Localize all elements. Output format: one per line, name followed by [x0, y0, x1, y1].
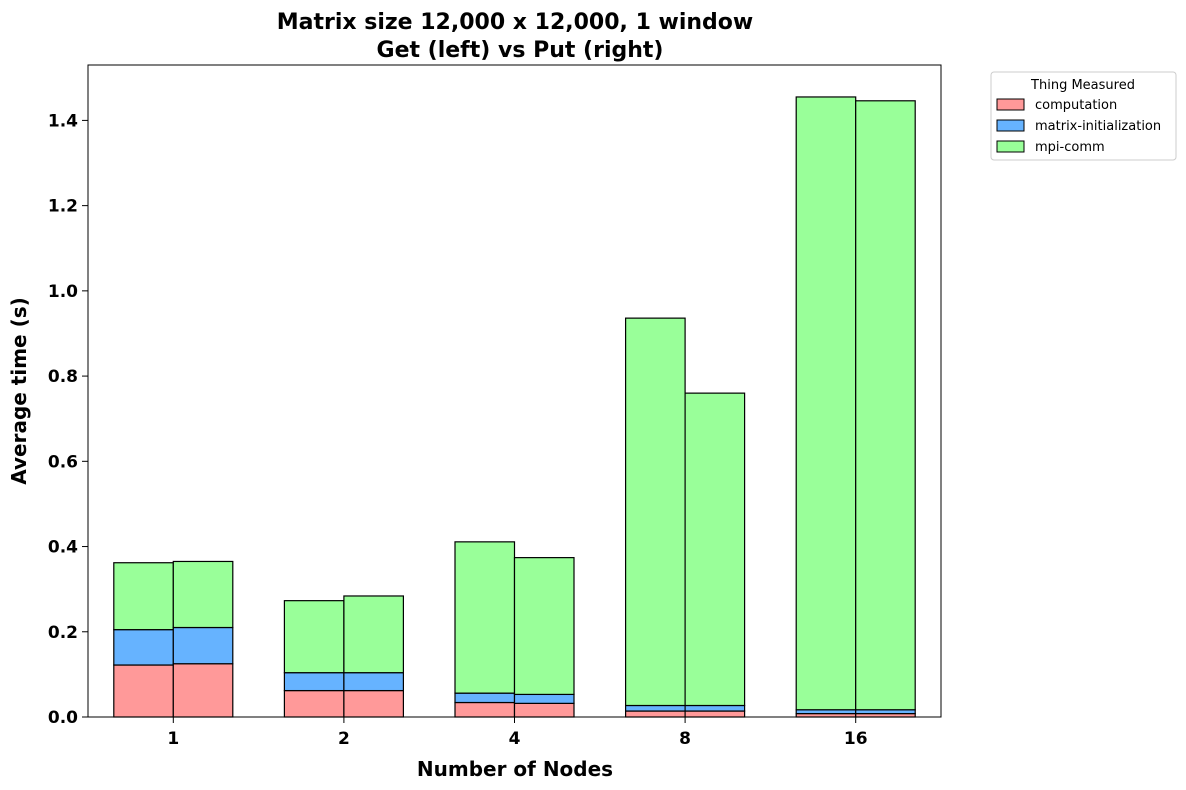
y-tick-label: 0.4 — [48, 538, 78, 558]
bar-segment-get-matrix-initialization-8 — [624, 704, 686, 712]
x-tick-label: 4 — [509, 729, 521, 749]
bar-segment-get-mpi-comm-2 — [283, 600, 345, 674]
bar-segment-get-mpi-comm-8 — [624, 317, 686, 707]
y-tick-label: 0.8 — [48, 367, 78, 387]
bar-segment-put-mpi-comm-1 — [172, 560, 234, 629]
legend-swatch-mpi-comm — [996, 140, 1025, 153]
bar-segment-get-matrix-initialization-4 — [454, 692, 516, 704]
plot-area: 0.0 0.2 0.4 0.6 0.8 1.0 1.2 1.4 1 2 4 8 16 — [48, 64, 942, 749]
bar-segment-put-mpi-comm-8 — [684, 392, 746, 707]
legend-label-mpi-comm: mpi-comm — [1035, 140, 1105, 155]
bar-segment-put-matrix-initialization-8 — [684, 704, 746, 712]
bar-segment-put-mpi-comm-4 — [513, 557, 575, 696]
x-axis-label: Number of Nodes — [417, 757, 613, 781]
bar-segment-get-computation-8 — [624, 710, 686, 718]
y-axis-label: Average time (s) — [7, 297, 31, 485]
x-tick-label: 8 — [679, 729, 691, 749]
bar-segment-get-matrix-initialization-2 — [283, 672, 345, 692]
y-tick-label: 1.0 — [48, 282, 78, 302]
legend: Thing Measured computation matrix-initial… — [990, 71, 1177, 161]
bar-segment-get-computation-2 — [283, 689, 345, 718]
bar-segment-get-computation-4 — [454, 701, 516, 718]
bar-segment-put-computation-2 — [343, 689, 404, 718]
legend-label-computation: computation — [1035, 98, 1117, 113]
bar-segment-put-matrix-initialization-4 — [513, 693, 575, 704]
y-tick-label: 0.0 — [48, 708, 78, 728]
bar-segment-put-computation-8 — [684, 710, 746, 718]
y-tick-label: 0.2 — [48, 623, 78, 643]
y-tick-label: 1.4 — [48, 111, 78, 131]
x-tick-label: 2 — [338, 729, 350, 749]
bar-segment-put-mpi-comm-2 — [343, 595, 404, 674]
legend-swatch-computation — [996, 98, 1025, 111]
y-tick-label: 1.2 — [48, 197, 78, 217]
legend-label-matrix-initialization: matrix-initialization — [1035, 119, 1161, 134]
bar-segment-put-matrix-initialization-2 — [343, 672, 404, 692]
legend-frame — [990, 71, 1177, 161]
legend-title: Thing Measured — [1030, 78, 1135, 93]
legend-items: computation matrix-initialization mpi-comm — [996, 98, 1161, 155]
chart-title-line1: Matrix size 12,000 x 12,000, 1 window — [277, 10, 754, 35]
bar-segment-get-computation-1 — [113, 664, 174, 718]
bar-segment-put-matrix-initialization-1 — [172, 626, 234, 665]
bar-segment-get-matrix-initialization-1 — [113, 629, 174, 666]
bar-segment-get-mpi-comm-4 — [454, 541, 516, 694]
bar-segment-get-mpi-comm-1 — [113, 562, 174, 631]
bar-segment-put-mpi-comm-16 — [855, 100, 916, 711]
x-tick-label: 1 — [167, 729, 179, 749]
bar-segment-put-computation-1 — [172, 663, 234, 718]
x-tick-label: 16 — [844, 729, 868, 749]
chart-title-line2: Get (left) vs Put (right) — [377, 38, 664, 63]
bar-segment-get-mpi-comm-16 — [795, 96, 857, 711]
bar-segment-put-computation-4 — [513, 702, 575, 718]
legend-swatch-matrix-initialization — [996, 119, 1025, 132]
y-tick-label: 0.6 — [48, 452, 78, 472]
